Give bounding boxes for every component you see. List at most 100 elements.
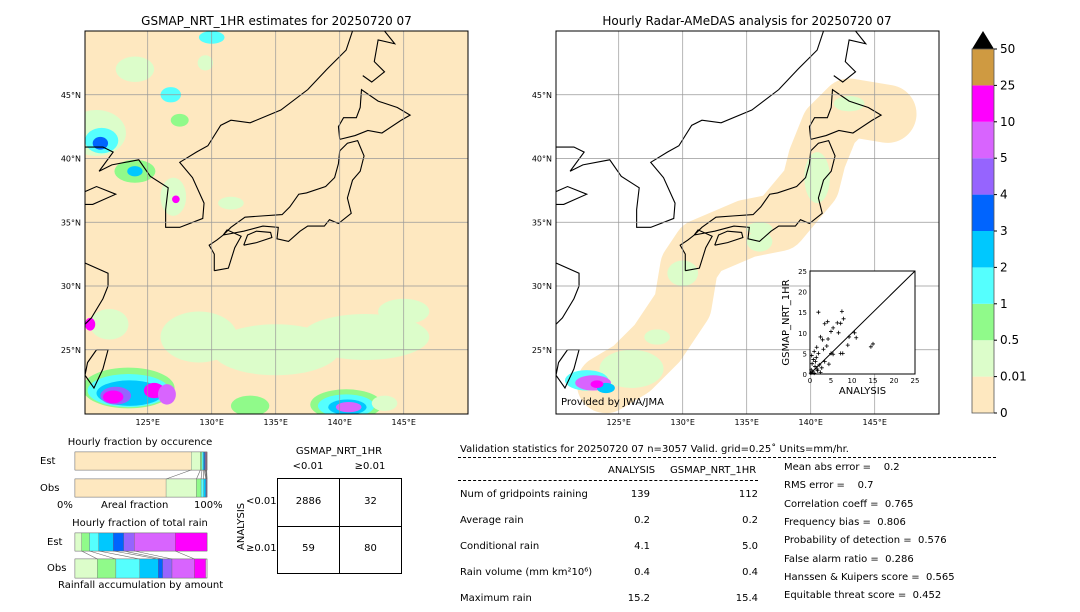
rain-est-bar-segment (74, 532, 82, 552)
scatter-point (831, 352, 836, 357)
rain-area (102, 390, 124, 404)
scatter-point (838, 321, 843, 326)
stats-row-a: 15.2 (627, 593, 650, 604)
rain-area (230, 395, 270, 414)
lat-tick-label: 35°N (61, 218, 81, 227)
occ-obs-bar-segment (165, 478, 197, 498)
scatter-point (852, 330, 857, 335)
coastline (85, 31, 354, 228)
stats-row-label: Conditional rain (460, 541, 540, 552)
scatter-point (812, 349, 817, 354)
rain-est-label: Est (47, 537, 63, 548)
scatter-point (818, 370, 823, 375)
lon-tick-label: 125°E (136, 418, 160, 427)
stats-row-label: Maximum rain (460, 593, 532, 604)
lat-tick-label: 30°N (61, 282, 81, 291)
cell-miss: 59 (302, 543, 315, 554)
rain-obs-bar-segment (74, 558, 98, 579)
lon-tick-label: 135°E (264, 418, 288, 427)
scatter-ylabel: GSMAP_NRT_1HR (781, 279, 792, 365)
left-map-layer (85, 31, 468, 414)
rain-obs-bar-segment (194, 558, 206, 579)
scatter-point (835, 320, 840, 325)
stats-header: Validation statistics for 20250720 07 n=… (460, 444, 849, 455)
lon-tick-label: 130°E (200, 418, 224, 427)
connector-line (204, 469, 207, 480)
connector-line (196, 469, 201, 480)
lon-tick-label: 135°E (735, 418, 759, 427)
scatter-xlabel: ANALYSIS (839, 386, 886, 397)
contingency-title: GSMAP_NRT_1HR (295, 446, 383, 457)
rain-area (90, 308, 129, 340)
scatter-point (811, 357, 816, 362)
scatter-point (809, 367, 814, 372)
coastline (85, 262, 109, 325)
occ-est-bar-segment (200, 451, 203, 471)
occ-x-0: 0% (57, 500, 73, 511)
rain-est-bar-segment (175, 532, 208, 552)
scatter-point (829, 329, 833, 334)
scatter-x-tick: 10 (848, 377, 857, 385)
lat-tick-label: 30°N (532, 282, 552, 291)
scatter-point (810, 361, 815, 366)
colorbar-label: 50 (1000, 42, 1015, 56)
rain-obs-bar-segment (162, 558, 173, 579)
scatter-y-tick: 0 (803, 371, 807, 379)
colorbar-label: 25 (1000, 78, 1015, 92)
colorbar: 0 0.01 0.5 1 2 3 4 5 10 25 50 (971, 31, 1027, 420)
scatter-point (871, 341, 875, 346)
coastline (362, 31, 397, 83)
stats-col-divider (458, 480, 758, 481)
lon-tick-label: 145°E (863, 418, 887, 427)
scatter-point (847, 334, 852, 339)
rain-obs-label: Obs (47, 563, 67, 574)
stats-row-a: 0.2 (634, 515, 650, 526)
coastline (337, 88, 412, 140)
rain-area (92, 136, 109, 150)
lat-tick-label: 35°N (532, 218, 552, 227)
colorbar-bin (972, 340, 994, 377)
occurrence-title: Hourly fraction by occurence (67, 437, 213, 448)
scatter-point (829, 351, 833, 356)
connector-line (81, 550, 98, 560)
scatter-point (822, 359, 827, 364)
coastline (243, 230, 273, 246)
contingency-col-1: ≥0.01 (354, 461, 386, 472)
connector-line (165, 469, 192, 480)
rain-est-bar-segment (81, 532, 90, 552)
scatter-y-tick: 15 (798, 309, 807, 317)
rain-area (301, 314, 430, 360)
scatter-point (821, 347, 826, 352)
occ-obs-bar-segment (74, 478, 167, 498)
rain-area (371, 395, 398, 411)
contingency-table: 2886 32 59 80 (277, 478, 402, 574)
connector-line (113, 550, 159, 560)
rain-obs-bar-segment (115, 558, 140, 579)
scatter-x-tick: 20 (890, 377, 899, 385)
stats-row-g: 15.4 (735, 593, 758, 604)
colorbar-bin (972, 49, 994, 86)
stats-row-g: 0.4 (742, 567, 758, 578)
rain-area (157, 384, 176, 405)
coastline (222, 140, 365, 242)
scatter-y-tick: 5 (803, 350, 807, 358)
colorbar-bin (972, 194, 994, 231)
rain-area (335, 402, 362, 413)
rain-obs-bar-segment (171, 558, 195, 579)
colorbar-bin (972, 121, 994, 159)
occ-est-bar-segment (201, 451, 204, 471)
scatter-point (809, 353, 814, 358)
table-divider (278, 526, 401, 527)
data-credit: Provided by JWA/JMA (561, 397, 664, 408)
stats-row-g: 112 (738, 489, 758, 500)
stats-row-label: Average rain (460, 515, 524, 526)
rain-obs-bar-segment (97, 558, 117, 579)
occ-est-bar-segment (203, 451, 205, 471)
scatter-point (819, 365, 824, 370)
scatter-point (824, 343, 829, 348)
connector-line (200, 469, 203, 480)
contingency-col-0: <0.01 (292, 461, 324, 472)
scatter-point (822, 321, 827, 326)
lat-tick-label: 40°N (532, 155, 552, 164)
scatter-point (836, 330, 841, 335)
